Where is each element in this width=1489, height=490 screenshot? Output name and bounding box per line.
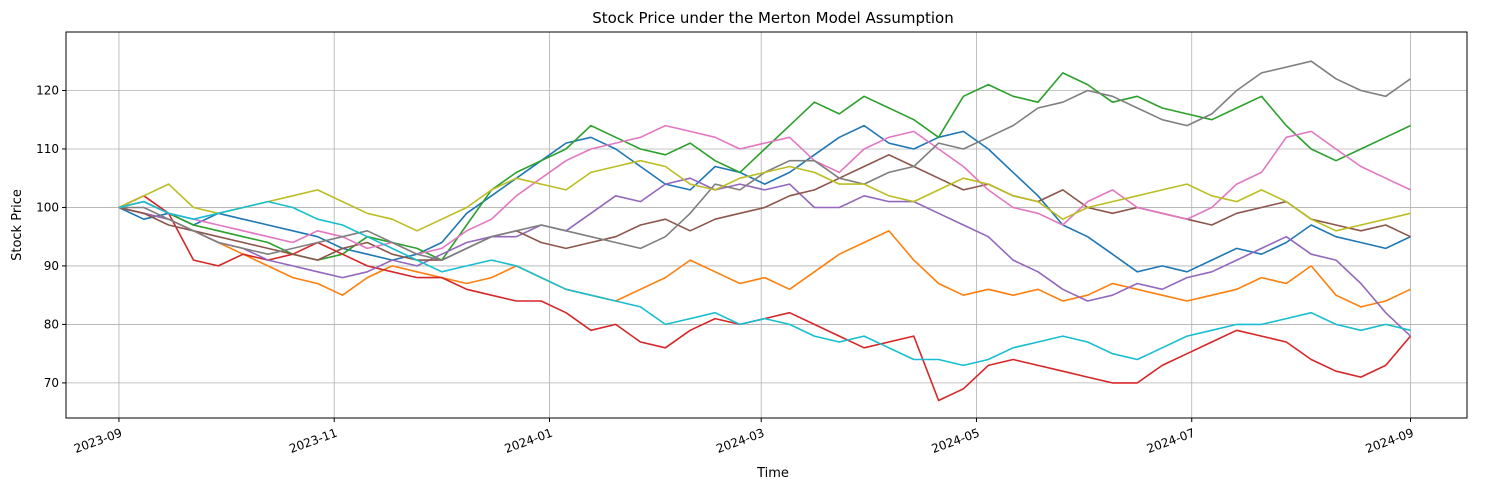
y-tick-label: 70 <box>44 376 59 390</box>
series-line-6 <box>118 154 1411 261</box>
series-line-3 <box>118 72 1411 261</box>
series-line-7 <box>118 124 1411 255</box>
chart-title: Stock Price under the Merton Model Assum… <box>592 9 953 27</box>
y-tick-label: 80 <box>44 317 59 331</box>
series-group <box>118 60 1412 402</box>
series-line-9 <box>118 159 1411 232</box>
y-tick-label: 110 <box>36 142 59 156</box>
y-tick-label: 120 <box>36 83 59 97</box>
series-line-10 <box>118 200 1411 367</box>
series-line-5 <box>118 177 1412 337</box>
series-line-1 <box>118 124 1411 273</box>
y-tick-label: 90 <box>44 259 59 273</box>
y-tick-label: 100 <box>36 200 59 214</box>
y-axis-label: Stock Price <box>10 189 25 261</box>
x-axis-label: Time <box>756 466 789 481</box>
y-axis: 70 80 90 100 110 120 <box>36 83 66 390</box>
series-line-2 <box>118 206 1411 308</box>
plot-frame <box>65 31 1468 419</box>
